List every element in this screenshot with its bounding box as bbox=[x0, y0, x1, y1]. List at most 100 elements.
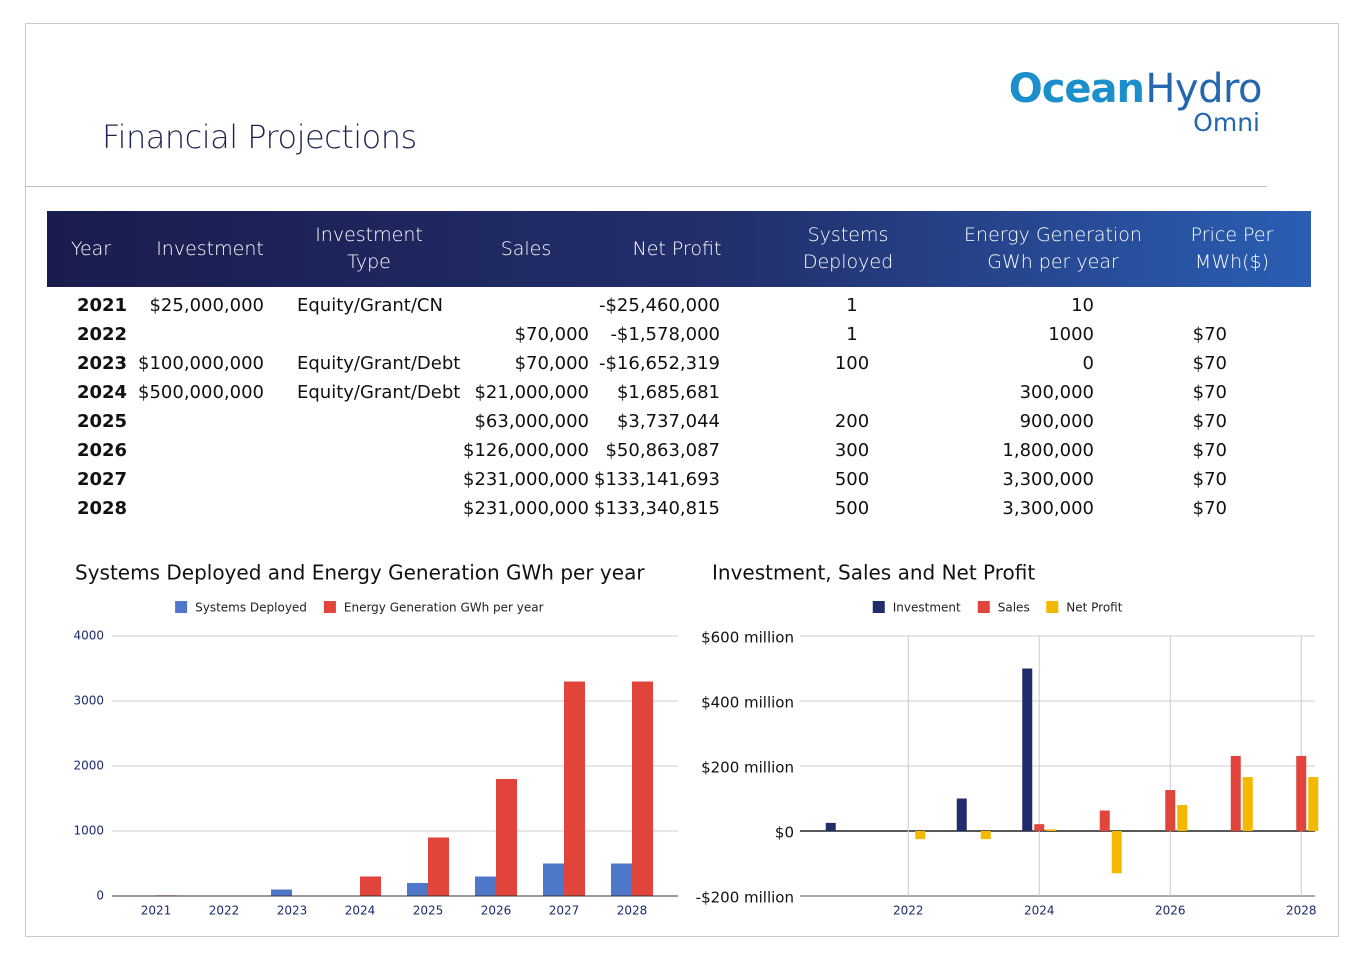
legend-label: Investment bbox=[893, 601, 961, 615]
table-cell: 2024 bbox=[76, 382, 128, 403]
table-cell: $100,000,000 bbox=[138, 353, 264, 374]
table-cell: Equity/Grant/CN bbox=[297, 295, 443, 316]
table-cell: 2021 bbox=[76, 295, 128, 316]
bar bbox=[1165, 790, 1176, 831]
column-header: Year bbox=[70, 237, 112, 260]
table-cell: $133,141,693 bbox=[594, 469, 720, 490]
table-header: Year Investment Investment Type Sales Net Pr… bbox=[47, 211, 1311, 287]
bar bbox=[1308, 777, 1319, 831]
bar bbox=[271, 889, 292, 896]
bar bbox=[475, 876, 496, 896]
bar bbox=[915, 831, 926, 840]
table-cell: 900,000 bbox=[1019, 411, 1094, 432]
table-cell: 100 bbox=[834, 353, 870, 374]
table-cell: $70 bbox=[1192, 382, 1227, 403]
legend-swatch bbox=[323, 601, 336, 613]
bar bbox=[1111, 831, 1122, 874]
bar bbox=[496, 779, 517, 896]
legend-swatch bbox=[175, 601, 188, 613]
table-cell: $70 bbox=[1192, 469, 1227, 490]
table-cell: 1 bbox=[846, 295, 858, 316]
x-tick-label: 2028 bbox=[617, 904, 648, 918]
x-tick-label: 2025 bbox=[413, 904, 444, 918]
table-cell: 300 bbox=[834, 440, 870, 461]
table-cell: 2022 bbox=[76, 324, 128, 345]
table-cell: 2023 bbox=[76, 353, 128, 374]
x-tick-label: 2023 bbox=[277, 904, 308, 918]
table-cell: $70 bbox=[1192, 498, 1227, 519]
x-tick-label: 2021 bbox=[141, 904, 172, 918]
table-cell: -$16,652,319 bbox=[598, 353, 720, 374]
y-tick-label: $400 million bbox=[701, 694, 794, 712]
y-tick-label: -$200 million bbox=[696, 889, 794, 907]
table-cell: Equity/Grant/Debt bbox=[297, 382, 461, 403]
x-tick-label: 2028 bbox=[1286, 904, 1317, 918]
y-tick-label: $200 million bbox=[701, 759, 794, 777]
chart-title: Systems Deployed and Energy Generation G… bbox=[75, 561, 645, 585]
bar bbox=[1022, 668, 1033, 831]
table-cell: -$1,578,000 bbox=[610, 324, 720, 345]
x-tick-label: 2024 bbox=[1024, 904, 1055, 918]
table-cell: 2028 bbox=[76, 498, 128, 519]
legend-label: Systems Deployed bbox=[195, 601, 307, 615]
table-cell: -$25,460,000 bbox=[598, 295, 720, 316]
table-cell: 1000 bbox=[1048, 324, 1094, 345]
x-tick-label: 2026 bbox=[481, 904, 512, 918]
table-cell: 300,000 bbox=[1019, 382, 1094, 403]
table-cell: 1 bbox=[846, 324, 858, 345]
logo-hydro: Hydro bbox=[1145, 66, 1262, 112]
bar bbox=[564, 681, 585, 896]
page-frame bbox=[25, 23, 1339, 937]
table-cell: $70,000 bbox=[514, 353, 589, 374]
column-header: Systems Deployed bbox=[802, 224, 894, 273]
column-header: Investment bbox=[156, 237, 264, 260]
table-cell: Equity/Grant/Debt bbox=[297, 353, 461, 374]
y-tick-label: 2000 bbox=[73, 759, 104, 773]
x-tick-label: 2022 bbox=[209, 904, 240, 918]
y-tick-label: $600 million bbox=[701, 629, 794, 647]
bar bbox=[407, 883, 428, 896]
table-cell: 1,800,000 bbox=[1002, 440, 1094, 461]
y-tick-label: 0 bbox=[96, 889, 104, 903]
bar bbox=[1296, 755, 1307, 831]
page-title: Financial Projections bbox=[102, 118, 417, 156]
bar bbox=[825, 822, 836, 831]
bar bbox=[611, 863, 632, 896]
legend-label: Energy Generation GWh per year bbox=[344, 601, 544, 615]
table-cell: 3,300,000 bbox=[1002, 498, 1094, 519]
table-cell: $70 bbox=[1192, 324, 1227, 345]
bar bbox=[1034, 824, 1045, 831]
column-header: Investment Type bbox=[315, 224, 423, 273]
legend-swatch bbox=[977, 601, 990, 613]
table-cell: 2025 bbox=[76, 411, 128, 432]
table-cell: $25,000,000 bbox=[149, 295, 264, 316]
bar bbox=[956, 798, 967, 831]
table-cell: $231,000,000 bbox=[463, 469, 589, 490]
table-cell: $500,000,000 bbox=[138, 382, 264, 403]
bar bbox=[1242, 777, 1253, 831]
bar bbox=[980, 831, 991, 840]
legend-label: Sales bbox=[998, 601, 1030, 615]
legend-label: Net Profit bbox=[1066, 601, 1122, 615]
table-cell: $70 bbox=[1192, 440, 1227, 461]
logo: Ocean Hydro Omni bbox=[1000, 66, 1263, 146]
divider bbox=[25, 186, 1267, 187]
bar bbox=[1046, 829, 1057, 831]
column-header: Net Profit bbox=[632, 237, 722, 260]
table-cell: $70 bbox=[1192, 411, 1227, 432]
table-cell: 2026 bbox=[76, 440, 128, 461]
table-cell: 3,300,000 bbox=[1002, 469, 1094, 490]
table-cell: $21,000,000 bbox=[474, 382, 589, 403]
table-cell: 0 bbox=[1082, 353, 1094, 374]
table-cell: 500 bbox=[834, 498, 870, 519]
bar bbox=[543, 863, 564, 896]
bar bbox=[360, 876, 381, 896]
table-cell: $133,340,815 bbox=[594, 498, 720, 519]
table-cell: $70,000 bbox=[514, 324, 589, 345]
table-cell: $63,000,000 bbox=[474, 411, 589, 432]
x-tick-label: 2024 bbox=[345, 904, 376, 918]
logo-omni: Omni bbox=[1193, 108, 1260, 137]
table-cell: 500 bbox=[834, 469, 870, 490]
table-cell: $126,000,000 bbox=[463, 440, 589, 461]
